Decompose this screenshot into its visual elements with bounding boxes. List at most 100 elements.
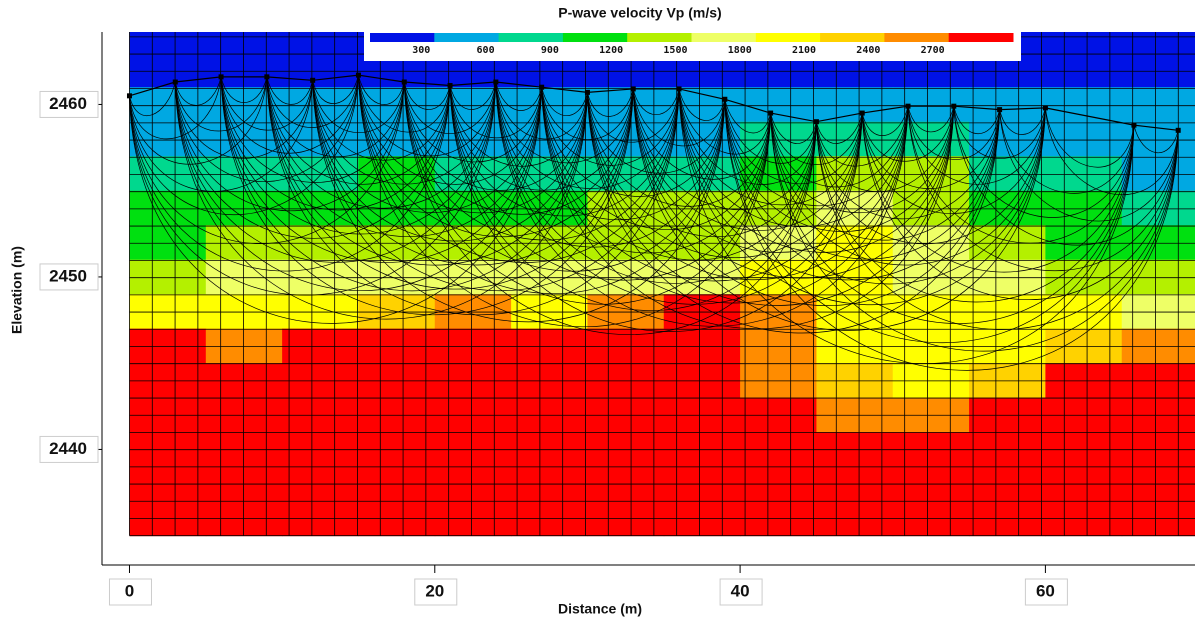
ray: [816, 121, 1135, 303]
station: [997, 107, 1003, 113]
colorbar-label: 2400: [856, 45, 880, 56]
ray: [678, 88, 771, 155]
colorbar-label: 1800: [728, 45, 752, 56]
ray: [174, 80, 314, 159]
ray: [449, 81, 497, 110]
station: [493, 79, 499, 85]
ray: [953, 106, 1135, 218]
ray: [541, 87, 680, 166]
cell: [892, 190, 970, 226]
ray: [220, 76, 314, 131]
ray: [495, 81, 542, 111]
cell: [129, 225, 207, 261]
station: [584, 89, 590, 95]
ray: [678, 88, 1000, 281]
cell: [358, 87, 436, 123]
cell: [205, 156, 283, 192]
cell: [282, 32, 359, 54]
ray: [541, 87, 863, 282]
colorbar-label: 900: [541, 45, 559, 56]
ray: [999, 109, 1179, 222]
colorbar-label: 1500: [663, 45, 687, 56]
ray: [220, 75, 359, 154]
cell: [740, 87, 817, 123]
ray: [1045, 107, 1135, 168]
ray: [632, 88, 1000, 306]
cell: [282, 87, 359, 123]
cell: [969, 225, 1046, 261]
ray: [724, 99, 1179, 371]
ray: [953, 106, 1000, 135]
ray: [541, 87, 634, 140]
colorbar-segment: [884, 33, 950, 42]
station: [447, 82, 453, 88]
station: [722, 96, 728, 102]
ray: [1133, 125, 1179, 153]
tick-box: [108, 578, 152, 606]
station: [676, 86, 682, 92]
tick-box: [719, 578, 763, 606]
chart-title: P-wave velocity Vp (m/s): [558, 5, 721, 21]
ray: [953, 106, 1046, 159]
cell: [1121, 32, 1195, 54]
ray: [678, 88, 1135, 364]
ray: [266, 76, 680, 316]
ray: [587, 92, 771, 207]
ray: [358, 75, 542, 185]
cell: [129, 32, 207, 54]
cell: [1121, 87, 1195, 123]
ray: [220, 76, 405, 183]
x-tick-label: 40: [731, 581, 750, 600]
ray: [403, 81, 451, 110]
ray: [770, 106, 955, 214]
tick-box: [39, 90, 99, 118]
cell: [1121, 52, 1195, 88]
ray: [632, 88, 680, 115]
station: [951, 103, 957, 109]
cell: [587, 225, 665, 261]
cell: [205, 52, 283, 88]
ray: [174, 82, 588, 320]
colorbar-box: [364, 27, 1021, 61]
ray: [495, 82, 680, 189]
ray: [174, 82, 497, 263]
ray: [861, 106, 955, 162]
ray: [724, 99, 1135, 343]
ray: [220, 76, 542, 263]
ray: [861, 106, 909, 136]
ray: [358, 75, 726, 294]
station: [401, 79, 407, 85]
ray: [587, 88, 634, 117]
cell: [205, 259, 283, 295]
ray: [312, 80, 680, 292]
cell: [1045, 87, 1123, 123]
ray: [495, 82, 817, 284]
x-tick-label: 20: [425, 581, 444, 600]
ray: [770, 113, 1135, 324]
station: [905, 103, 911, 109]
cell: [129, 190, 207, 226]
ray: [312, 80, 497, 185]
cell: [1045, 32, 1123, 54]
ray: [541, 87, 588, 117]
cell: [205, 32, 283, 54]
ray: [632, 88, 1046, 331]
colorbar-segment: [498, 33, 564, 42]
colorbar-segment: [562, 33, 628, 42]
cell: [1121, 156, 1195, 192]
colorbar-label: 2100: [792, 45, 816, 56]
cell: [663, 87, 741, 123]
ray: [495, 82, 863, 305]
station: [218, 74, 224, 80]
ray: [816, 109, 1000, 220]
y-tick-label: 2450: [49, 266, 87, 285]
y-axis-label: Elevation (m): [9, 246, 25, 334]
colorbar-segment: [691, 33, 757, 42]
ray: [266, 76, 588, 266]
colorbar-segment: [820, 33, 885, 42]
colorbar-segment: [627, 33, 692, 42]
ray: [495, 82, 909, 327]
ray: [587, 92, 1000, 334]
station: [126, 93, 132, 99]
